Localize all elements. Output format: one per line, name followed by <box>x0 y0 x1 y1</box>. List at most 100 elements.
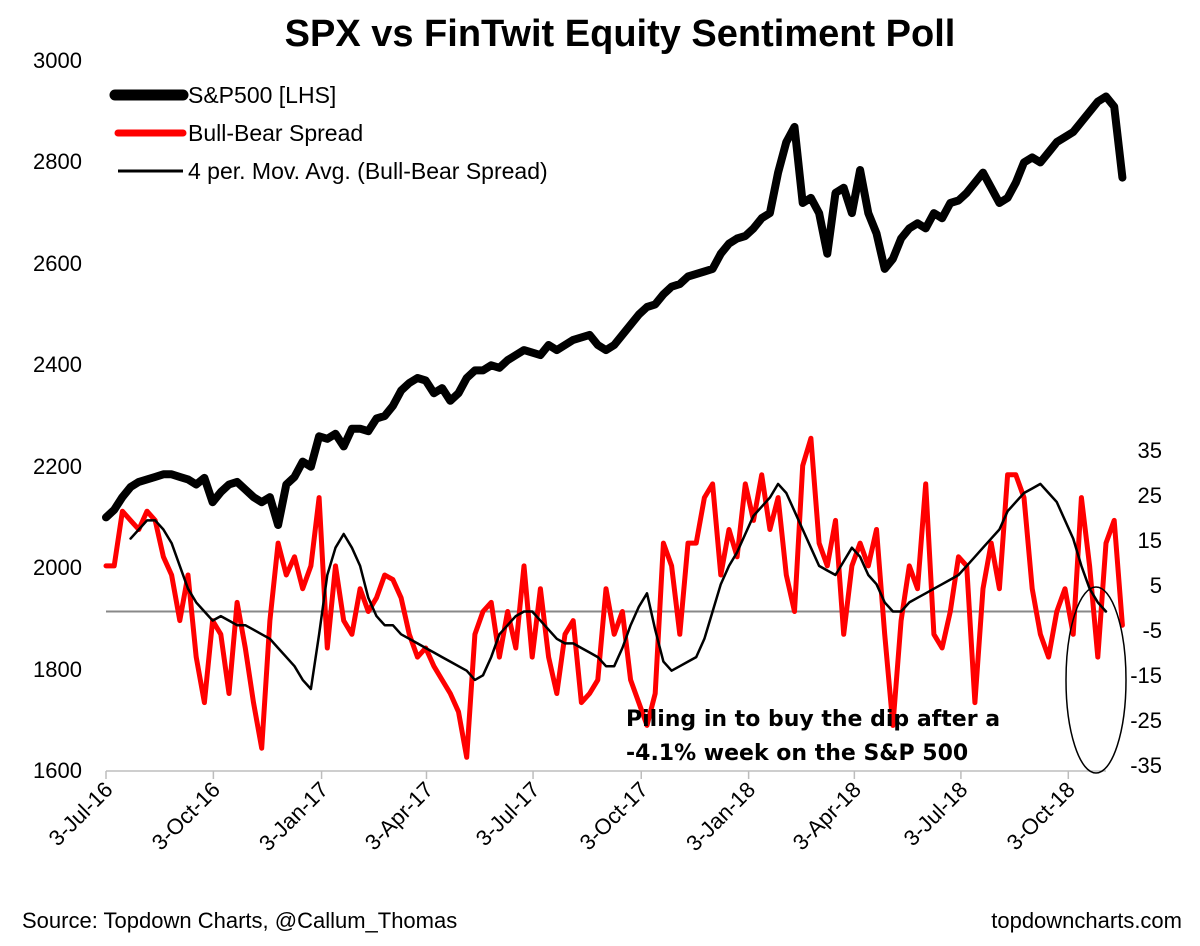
data-point-bull-bear-spread <box>908 565 910 567</box>
data-point-bull-bear-spread <box>408 633 410 635</box>
data-point-bull-bear-spread <box>441 679 443 681</box>
right-axis: 35 25 15 5 -5 -15 -25 -35 <box>1130 438 1162 778</box>
data-point-sp500 <box>392 405 394 407</box>
data-point-sp500 <box>277 524 279 526</box>
data-point-moving-average <box>474 679 476 681</box>
data-point-bull-bear-spread <box>531 656 533 658</box>
data-point-bull-bear-spread <box>228 693 230 694</box>
data-point-bull-bear-spread <box>859 542 861 544</box>
data-point-bull-bear-spread <box>1080 497 1082 499</box>
data-point-sp500 <box>482 369 484 371</box>
data-point-sp500 <box>318 435 320 437</box>
data-point-bull-bear-spread <box>892 724 894 726</box>
data-point-sp500 <box>679 283 681 285</box>
data-point-bull-bear-spread <box>712 483 714 485</box>
data-point-moving-average <box>162 529 164 530</box>
data-point-sp500 <box>998 202 1000 204</box>
data-point-sp500 <box>203 477 205 479</box>
data-point-sp500 <box>917 222 918 224</box>
right-tick-label: 5 <box>1150 573 1162 598</box>
data-point-moving-average <box>785 492 787 494</box>
data-point-bull-bear-spread <box>949 611 951 612</box>
data-point-sp500 <box>154 476 156 478</box>
data-point-sp500 <box>589 334 591 336</box>
data-point-moving-average <box>326 574 328 576</box>
data-point-sp500 <box>1121 177 1123 179</box>
data-point-sp500 <box>359 428 361 430</box>
data-point-moving-average <box>753 515 754 517</box>
data-point-bull-bear-spread <box>597 679 599 681</box>
data-point-sp500 <box>892 258 894 260</box>
data-point-moving-average <box>154 519 156 521</box>
data-point-sp500 <box>925 227 927 229</box>
data-point-sp500 <box>261 501 263 503</box>
data-point-sp500 <box>785 141 787 143</box>
data-point-bull-bear-spread <box>162 556 164 558</box>
data-point-sp500 <box>687 276 689 277</box>
left-tick-label: 2800 <box>33 149 82 174</box>
left-tick-label: 1600 <box>33 758 82 783</box>
data-point-moving-average <box>556 638 558 640</box>
data-point-bull-bear-spread <box>843 633 845 635</box>
data-point-moving-average <box>367 597 369 599</box>
left-tick-label: 3000 <box>33 48 82 73</box>
data-point-moving-average <box>843 560 845 562</box>
data-point-moving-average <box>1072 538 1074 540</box>
data-point-moving-average <box>490 656 492 658</box>
right-tick-label: 25 <box>1138 483 1162 508</box>
data-point-sp500 <box>539 354 541 356</box>
left-tick-label: 2200 <box>33 454 82 479</box>
data-point-bull-bear-spread <box>449 693 451 694</box>
data-point-moving-average <box>138 529 140 530</box>
data-point-moving-average <box>343 533 345 535</box>
data-point-bull-bear-spread <box>1089 565 1091 567</box>
data-point-moving-average <box>523 611 525 612</box>
data-point-bull-bear-spread <box>1039 633 1041 635</box>
data-point-sp500 <box>310 466 312 468</box>
data-point-sp500 <box>1023 161 1025 163</box>
data-point-sp500 <box>376 418 377 419</box>
data-point-moving-average <box>318 633 320 635</box>
data-point-sp500 <box>1080 121 1082 123</box>
data-point-sp500 <box>335 433 336 435</box>
data-point-moving-average <box>1080 565 1082 567</box>
data-point-sp500 <box>736 238 738 239</box>
data-point-moving-average <box>564 642 566 644</box>
data-point-sp500 <box>744 235 746 237</box>
data-point-bull-bear-spread <box>1113 519 1115 521</box>
data-point-bull-bear-spread <box>679 633 681 635</box>
data-point-sp500 <box>990 187 992 189</box>
data-point-bull-bear-spread <box>810 437 812 439</box>
data-point-bull-bear-spread <box>687 542 689 544</box>
data-point-moving-average <box>613 665 615 667</box>
data-point-sp500 <box>572 339 574 341</box>
data-point-bull-bear-spread <box>539 588 541 590</box>
data-point-moving-average <box>958 574 959 576</box>
chart-title: SPX vs FinTwit Equity Sentiment Poll <box>285 13 956 55</box>
data-point-sp500 <box>458 392 459 394</box>
data-point-bull-bear-spread <box>621 611 623 612</box>
data-point-moving-average <box>1039 483 1041 485</box>
data-point-bull-bear-spread <box>818 542 820 544</box>
data-point-sp500 <box>712 268 714 270</box>
data-point-moving-average <box>761 506 763 508</box>
data-point-bull-bear-spread <box>417 656 418 658</box>
data-point-sp500 <box>826 253 828 255</box>
data-point-bull-bear-spread <box>990 542 992 544</box>
data-point-bull-bear-spread <box>1072 633 1074 635</box>
data-point-moving-average <box>269 638 271 640</box>
data-point-bull-bear-spread <box>269 620 271 622</box>
annotation-line-2: -4.1% week on the S&P 500 <box>626 741 968 766</box>
data-point-sp500 <box>671 286 673 288</box>
annotation-line-1: Piling in to buy the dip after a <box>626 707 1000 732</box>
data-point-sp500 <box>1097 101 1099 103</box>
data-point-bull-bear-spread <box>195 656 197 658</box>
data-point-bull-bear-spread <box>285 574 287 576</box>
data-point-moving-average <box>974 556 976 558</box>
data-point-bull-bear-spread <box>113 565 115 567</box>
data-point-moving-average <box>220 615 222 617</box>
left-tick-label: 2400 <box>33 352 82 377</box>
data-point-bull-bear-spread <box>121 510 123 512</box>
data-point-bull-bear-spread <box>130 519 132 521</box>
